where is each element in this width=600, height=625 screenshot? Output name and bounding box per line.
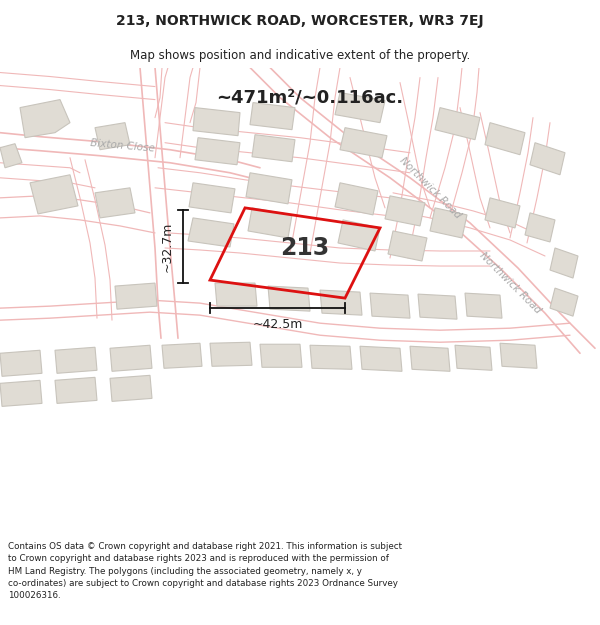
Polygon shape [0,144,22,168]
Text: Map shows position and indicative extent of the property.: Map shows position and indicative extent… [130,49,470,62]
Polygon shape [320,290,362,315]
Polygon shape [435,107,480,140]
Polygon shape [550,248,578,278]
Polygon shape [0,381,42,406]
Polygon shape [246,173,292,204]
Polygon shape [215,283,257,306]
Text: Contains OS data © Crown copyright and database right 2021. This information is : Contains OS data © Crown copyright and d… [8,542,402,600]
Polygon shape [188,218,234,247]
Polygon shape [335,92,385,123]
Polygon shape [248,208,292,238]
Text: 213: 213 [280,236,329,261]
Text: ~32.7m: ~32.7m [161,221,173,272]
Polygon shape [385,196,425,226]
Polygon shape [485,198,520,228]
Polygon shape [193,107,240,136]
Polygon shape [418,294,457,319]
Polygon shape [252,134,295,162]
Polygon shape [388,231,427,261]
Polygon shape [260,344,302,367]
Text: ~471m²/~0.116ac.: ~471m²/~0.116ac. [217,89,404,107]
Polygon shape [110,376,152,401]
Polygon shape [189,182,235,213]
Polygon shape [110,345,152,371]
Polygon shape [485,122,525,155]
Polygon shape [55,348,97,373]
Polygon shape [268,286,310,311]
Polygon shape [338,220,380,251]
Text: Northwick Road: Northwick Road [397,155,463,221]
Polygon shape [30,175,78,214]
Polygon shape [195,138,240,165]
Polygon shape [525,213,555,242]
Polygon shape [335,182,378,215]
Polygon shape [0,350,42,376]
Polygon shape [530,142,565,175]
Polygon shape [340,127,387,158]
Polygon shape [55,378,97,403]
Polygon shape [95,188,135,218]
Polygon shape [250,102,295,129]
Polygon shape [455,345,492,370]
Polygon shape [310,345,352,369]
Polygon shape [410,346,450,371]
Text: 213, NORTHWICK ROAD, WORCESTER, WR3 7EJ: 213, NORTHWICK ROAD, WORCESTER, WR3 7EJ [116,14,484,28]
Polygon shape [162,343,202,368]
Polygon shape [115,283,157,309]
Polygon shape [210,342,252,366]
Text: ~42.5m: ~42.5m [253,318,302,331]
Polygon shape [430,208,467,238]
Text: Northwick Road: Northwick Road [478,251,542,316]
Text: Bixton Close: Bixton Close [91,138,155,154]
Polygon shape [360,346,402,371]
Polygon shape [500,343,537,368]
Polygon shape [95,122,130,150]
Polygon shape [20,99,70,138]
Polygon shape [550,288,578,316]
Polygon shape [370,293,410,318]
Polygon shape [465,293,502,318]
